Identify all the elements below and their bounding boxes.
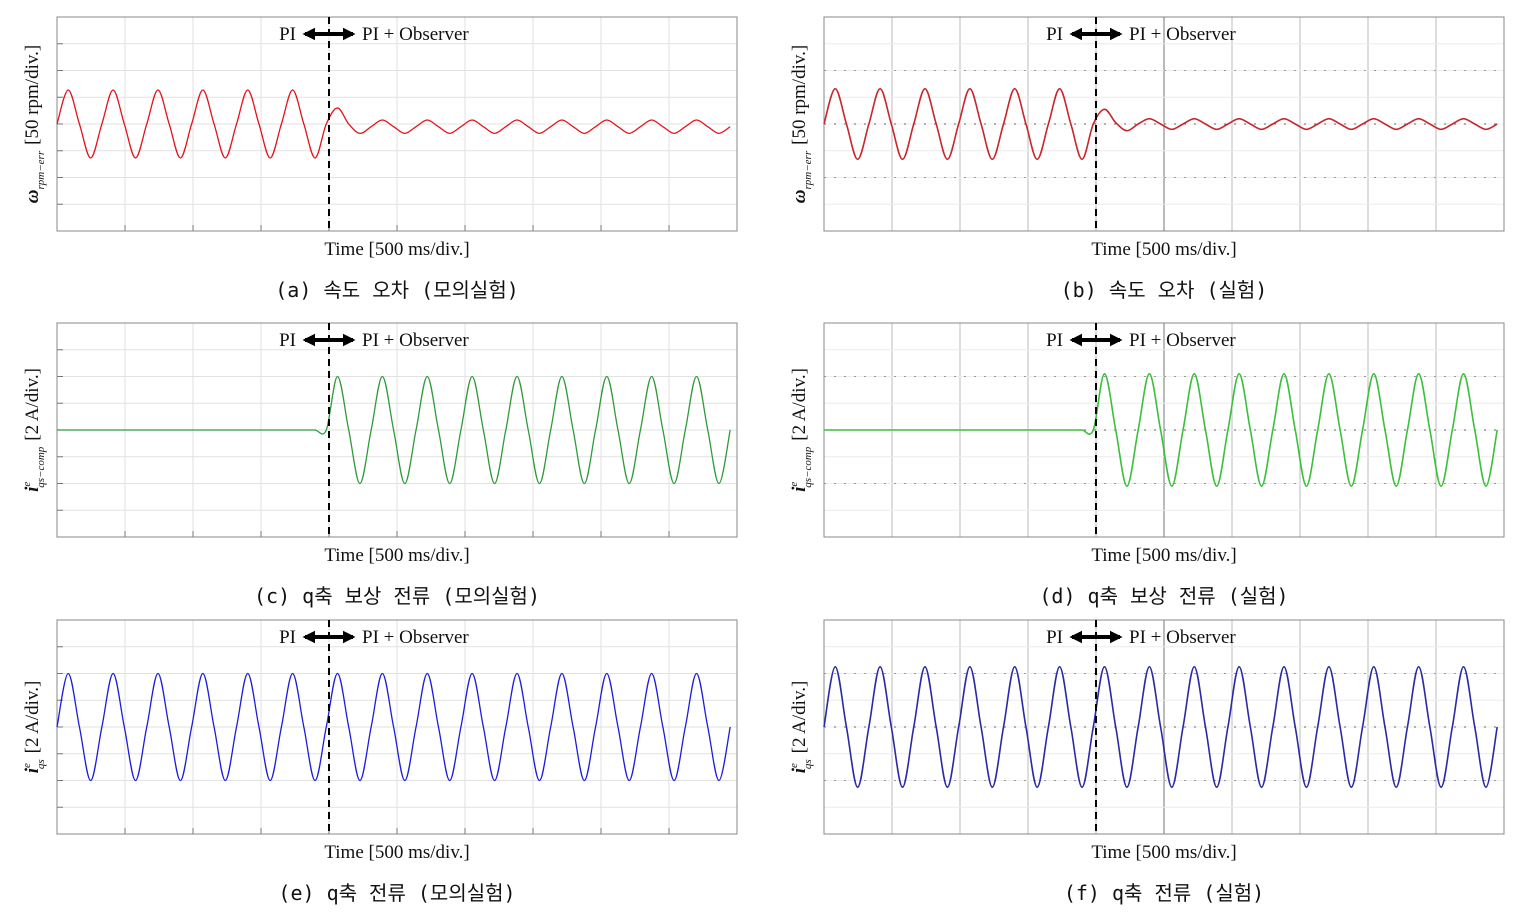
y-symbol: i [22, 767, 43, 773]
y-axis-label: ie qs [2 A/div.] [788, 681, 814, 774]
y-superscript: e [788, 763, 800, 768]
annotation-right: PI + Observer [362, 24, 469, 45]
y-subscript: qs−comp [802, 446, 814, 488]
y-superscript: e [21, 482, 33, 487]
waveform [823, 666, 1498, 788]
x-axis-label: Time [500 ms/div.] [324, 545, 469, 566]
y-subscript: qs−comp [35, 446, 47, 488]
annotation-left: PI [1046, 627, 1063, 648]
annotation-left: PI [1046, 330, 1063, 351]
y-axis-label: ωrpm−err [50 rpm/div.] [789, 45, 814, 203]
x-axis-label: Time [500 ms/div.] [324, 239, 469, 260]
x-axis-label: Time [500 ms/div.] [1091, 842, 1236, 863]
waveform [824, 373, 1498, 487]
y-symbol: i [789, 486, 810, 492]
y-superscript: e [788, 482, 800, 487]
annotation-right: PI + Observer [1129, 627, 1236, 648]
y-unit: [2 A/div.] [789, 368, 810, 441]
caption: (e) q축 전류 (모의실험) [278, 881, 515, 905]
y-subscript: qs [802, 759, 814, 769]
annotation-left: PI [279, 24, 296, 45]
y-symbol: i [22, 486, 43, 492]
caption: (c) q축 보상 전류 (모의실험) [254, 584, 540, 608]
waveform [57, 375, 731, 485]
waveform [823, 87, 1498, 161]
y-unit: [2 A/div.] [22, 368, 43, 441]
panel: PI PI + Observer Time [500 ms/div.] (c) q축 … [21, 322, 738, 608]
panel: PI PI + Observer Time [500 ms/div.] (f) q축 … [788, 619, 1505, 905]
annotation-right: PI + Observer [362, 627, 469, 648]
x-axis-label: Time [500 ms/div.] [1091, 545, 1236, 566]
panel: PI PI + Observer Time [500 ms/div.] (e) q축 … [21, 619, 738, 905]
waveform [56, 89, 731, 159]
caption: (a) 속도 오차 (모의실험) [275, 278, 519, 302]
y-axis-label: ωrpm−err [50 rpm/div.] [22, 45, 47, 203]
caption: (f) q축 전류 (실험) [1064, 881, 1264, 905]
y-subscript: rpm−err [35, 150, 47, 189]
y-symbol: ω [22, 189, 43, 203]
waveform [56, 672, 731, 782]
annotation-right: PI + Observer [1129, 24, 1236, 45]
y-axis-label: ie qs−comp [2 A/div.] [788, 368, 814, 492]
annotation-right: PI + Observer [362, 330, 469, 351]
annotation-left: PI [279, 627, 296, 648]
panel: PI PI + Observer Time [500 ms/div.] (a) 속도 … [22, 16, 738, 302]
y-superscript: e [21, 763, 33, 768]
y-axis-label: ie qs [2 A/div.] [21, 681, 47, 774]
annotation-left: PI [279, 330, 296, 351]
panel: PI PI + Observer Time [500 ms/div.] (d) q축 … [788, 322, 1505, 608]
x-axis-label: Time [500 ms/div.] [1091, 239, 1236, 260]
y-axis-label: ie qs−comp [2 A/div.] [21, 368, 47, 492]
annotation-left: PI [1046, 24, 1063, 45]
y-symbol: ω [789, 189, 810, 203]
annotation-right: PI + Observer [1129, 330, 1236, 351]
y-subscript: qs [35, 759, 47, 769]
y-unit: [50 rpm/div.] [789, 45, 810, 145]
y-unit: [50 rpm/div.] [22, 45, 43, 145]
caption: (d) q축 보상 전류 (실험) [1039, 584, 1288, 608]
y-unit: [2 A/div.] [789, 681, 810, 754]
y-subscript: rpm−err [802, 150, 814, 189]
y-symbol: i [789, 767, 810, 773]
caption: (b) 속도 오차 (실험) [1061, 278, 1268, 302]
panel: PI PI + Observer Time [500 ms/div.] (b) 속도 … [789, 16, 1505, 302]
y-unit: [2 A/div.] [22, 681, 43, 754]
x-axis-label: Time [500 ms/div.] [324, 842, 469, 863]
